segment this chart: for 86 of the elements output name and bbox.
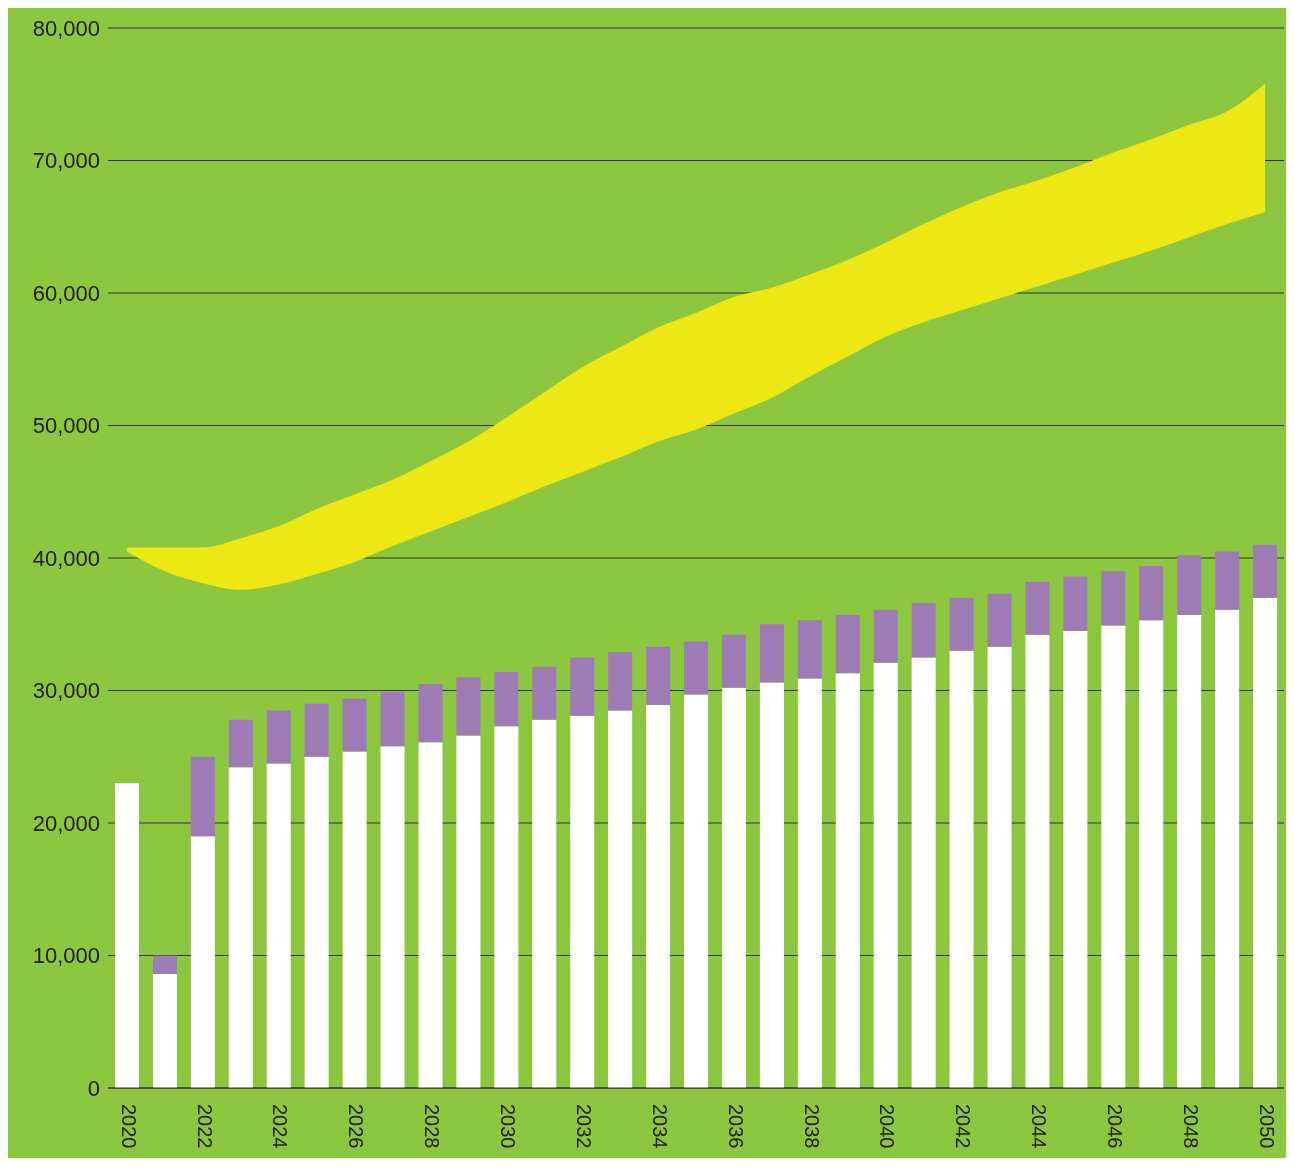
x-tick-label: 2020 xyxy=(117,1104,140,1149)
bar xyxy=(494,726,519,1088)
bar xyxy=(418,683,443,743)
x-tick-label: 2038 xyxy=(800,1104,823,1149)
x-tick-label: 2034 xyxy=(648,1104,671,1149)
bar xyxy=(380,691,405,747)
bar xyxy=(797,620,822,679)
y-tick-label: 80,000 xyxy=(32,15,100,41)
bar xyxy=(304,703,329,757)
x-tick-label: 2050 xyxy=(1255,1104,1278,1149)
bar xyxy=(1139,565,1164,621)
bar xyxy=(1025,581,1050,635)
bar xyxy=(1253,544,1278,598)
bar xyxy=(304,756,329,1088)
bar xyxy=(797,678,822,1088)
bar xyxy=(1215,609,1240,1088)
bar xyxy=(1177,614,1202,1088)
bar xyxy=(342,751,367,1088)
bar xyxy=(266,710,291,764)
y-tick-label: 40,000 xyxy=(32,545,100,571)
x-tick-label: 2040 xyxy=(876,1104,899,1149)
bar xyxy=(684,694,709,1088)
bar xyxy=(646,705,671,1088)
bar xyxy=(456,677,481,736)
bar xyxy=(873,609,898,663)
bar xyxy=(532,719,557,1088)
bar xyxy=(1063,576,1088,631)
bar xyxy=(115,783,139,1088)
bar xyxy=(380,746,405,1088)
x-tick-label: 2026 xyxy=(345,1104,368,1149)
bar xyxy=(759,682,784,1088)
bar xyxy=(152,955,177,975)
bar xyxy=(608,710,633,1088)
x-tick-label: 2048 xyxy=(1179,1104,1202,1149)
bar xyxy=(228,767,253,1088)
bar xyxy=(190,836,215,1088)
y-tick-label: 0 xyxy=(87,1075,100,1101)
bar xyxy=(570,715,595,1088)
x-tick-label: 2022 xyxy=(193,1104,216,1149)
x-tick-label: 2042 xyxy=(952,1104,975,1149)
bar xyxy=(1215,551,1240,610)
bar xyxy=(266,763,291,1088)
x-tick-label: 2032 xyxy=(572,1104,595,1149)
bar xyxy=(835,673,860,1088)
x-tick-label: 2046 xyxy=(1104,1104,1127,1149)
bar xyxy=(721,687,746,1088)
x-tick-label: 2030 xyxy=(497,1104,520,1149)
bar xyxy=(949,650,974,1088)
bar xyxy=(608,652,633,711)
bar xyxy=(418,742,443,1088)
bar xyxy=(494,671,519,727)
bar xyxy=(835,614,860,674)
bar xyxy=(721,634,746,688)
x-tick-label: 2036 xyxy=(724,1104,747,1149)
bar xyxy=(911,603,936,658)
bar xyxy=(911,657,936,1088)
bar xyxy=(873,662,898,1088)
bar xyxy=(1025,634,1050,1088)
bar xyxy=(949,597,974,651)
bar xyxy=(1063,630,1088,1088)
x-tick-label: 2028 xyxy=(421,1104,444,1149)
y-tick-label: 50,000 xyxy=(32,413,100,439)
bar xyxy=(1253,597,1278,1088)
x-tick-label: 2024 xyxy=(269,1104,292,1149)
bar xyxy=(228,719,253,768)
y-tick-label: 60,000 xyxy=(32,280,100,306)
bar xyxy=(456,735,481,1088)
bar xyxy=(987,593,1012,647)
bar xyxy=(684,641,709,695)
bar xyxy=(646,646,671,706)
bar xyxy=(1139,620,1164,1088)
bar xyxy=(532,666,557,720)
x-tick-label: 2044 xyxy=(1028,1104,1051,1149)
y-tick-label: 10,000 xyxy=(32,943,100,969)
y-tick-label: 70,000 xyxy=(32,148,100,174)
bar xyxy=(570,657,595,716)
y-tick-label: 30,000 xyxy=(32,678,100,704)
bar xyxy=(759,624,784,683)
bar xyxy=(1101,625,1126,1088)
bar xyxy=(987,646,1012,1088)
bar xyxy=(1101,571,1126,626)
bar xyxy=(342,698,367,752)
bar xyxy=(1177,555,1202,615)
bar xyxy=(152,974,177,1088)
bar xyxy=(190,756,215,837)
y-tick-label: 20,000 xyxy=(32,810,100,836)
